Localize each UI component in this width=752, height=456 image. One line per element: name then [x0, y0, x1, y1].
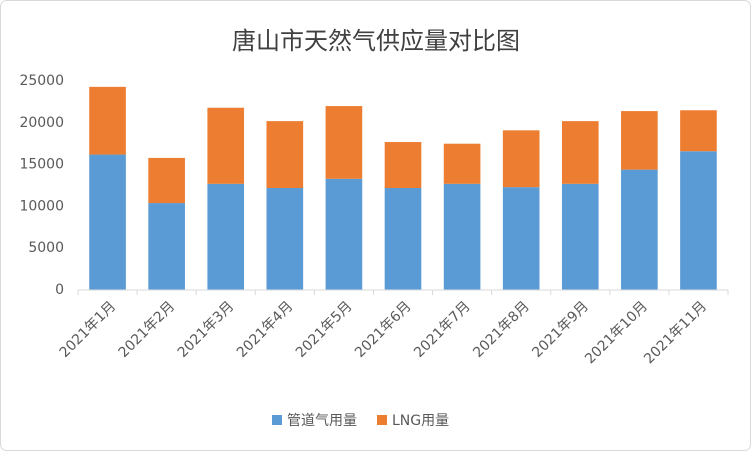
bar	[561, 121, 599, 184]
legend-swatch	[272, 415, 282, 425]
bar	[207, 107, 245, 184]
y-tick-label: 5000	[28, 240, 64, 256]
bar	[384, 142, 422, 189]
bar	[207, 183, 245, 290]
legend-label: LNG用量	[392, 413, 449, 429]
bar	[502, 130, 540, 188]
legend-swatch	[377, 415, 387, 425]
bar	[443, 183, 481, 290]
chart-title: 唐山市天然气供应量对比图	[232, 27, 520, 55]
bar	[148, 157, 185, 204]
bar	[266, 188, 304, 290]
y-tick-label: 25000	[19, 73, 64, 89]
bar	[680, 110, 717, 152]
y-tick-label: 0	[55, 282, 64, 298]
bar	[621, 169, 658, 290]
bar	[266, 121, 304, 189]
bar	[325, 178, 363, 290]
y-tick-label: 20000	[19, 115, 64, 131]
y-tick-label: 15000	[19, 157, 64, 173]
legend-label: 管道气用量	[287, 413, 357, 429]
bar	[680, 151, 717, 290]
bar	[89, 86, 126, 155]
y-tick-label: 10000	[19, 198, 64, 214]
bar	[148, 203, 185, 290]
bar	[325, 106, 363, 179]
bar	[621, 111, 658, 170]
bar	[502, 187, 540, 290]
bar	[443, 143, 481, 184]
bar	[89, 154, 126, 290]
bar	[384, 188, 422, 290]
bar	[561, 183, 599, 290]
